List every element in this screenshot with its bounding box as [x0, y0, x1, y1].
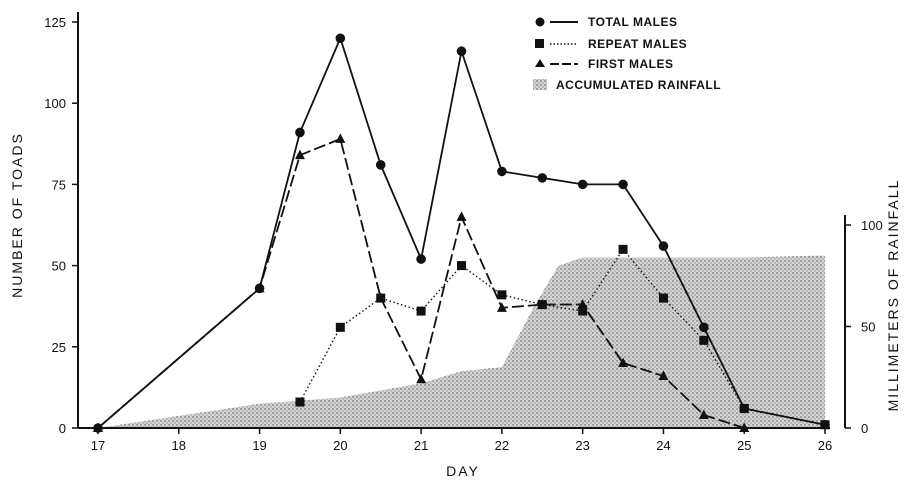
y-tick-label-25: 25	[52, 340, 66, 355]
legend-marker-total	[535, 17, 545, 27]
legend: TOTAL MALES REPEAT MALES FIRST MALES ACC…	[533, 15, 721, 92]
point-triangle-12	[698, 409, 709, 420]
y-tick-label-50: 50	[52, 259, 66, 274]
legend-marker-repeat	[535, 39, 544, 48]
point-circle-7	[497, 166, 507, 177]
y-tick-label-100: 100	[44, 96, 66, 111]
legend-label-first: FIRST MALES	[588, 57, 674, 71]
point-square-9	[658, 293, 668, 303]
point-square-5	[497, 290, 507, 300]
y2-tick-label-50: 50	[861, 320, 875, 335]
point-triangle-9	[577, 299, 588, 309]
x-tick-label-18: 18	[172, 438, 186, 453]
point-square-12	[820, 420, 830, 430]
legend-label-repeat: REPEAT MALES	[588, 37, 687, 51]
legend-swatch-rainfall	[533, 79, 547, 90]
point-triangle-2	[294, 149, 305, 160]
point-circle-6	[456, 46, 467, 57]
legend-label-rainfall: ACCUMULATED RAINFALL	[556, 78, 721, 92]
series-markers	[93, 33, 830, 433]
y2-axis-title: MILLIMETERS OF RAINFALL	[885, 179, 901, 412]
point-triangle-8	[537, 299, 548, 309]
point-circle-9	[577, 179, 588, 190]
point-square-8	[618, 244, 628, 254]
point-triangle-1	[254, 282, 265, 293]
x-tick-label-19: 19	[252, 438, 266, 453]
point-triangle-6	[456, 211, 467, 221]
point-triangle-4	[375, 292, 386, 303]
point-square-4	[457, 261, 466, 271]
y-axis-title: NUMBER OF TOADS	[9, 132, 25, 298]
point-triangle-13	[739, 422, 750, 432]
x-tick-label-23: 23	[575, 438, 589, 453]
y2-tick-label-0: 0	[861, 421, 868, 436]
x-axis-title: DAY	[446, 463, 480, 479]
x-tick-label-25: 25	[737, 438, 751, 453]
legend-marker-first	[535, 59, 545, 67]
x-tick-label-24: 24	[656, 438, 670, 453]
x-tick-label-17: 17	[91, 438, 105, 453]
point-square-3	[416, 306, 426, 316]
point-triangle-11	[658, 370, 669, 381]
point-square-10	[699, 335, 709, 345]
y2-tick-label-100: 100	[861, 218, 883, 233]
x-tick-label-26: 26	[818, 438, 832, 453]
series-line-triangle	[97, 137, 745, 429]
rainfall-area	[98, 255, 825, 428]
point-circle-12	[699, 322, 709, 333]
point-square-1	[335, 322, 345, 332]
point-circle-2	[295, 127, 305, 138]
point-circle-10	[618, 179, 628, 190]
x-tick-label-22: 22	[495, 438, 509, 453]
point-circle-8	[537, 173, 548, 183]
y-tick-label-0: 0	[59, 421, 66, 436]
point-triangle-3	[335, 133, 346, 143]
rainfall-area-shape	[98, 255, 825, 428]
axes: 17 18 19 20 21 22 23 24 25 26 0 25 50 75 100 125 0 50 100	[44, 12, 883, 453]
point-square-11	[739, 404, 749, 414]
point-circle-4	[375, 160, 386, 170]
x-tick-label-20: 20	[333, 438, 347, 453]
point-triangle-0	[93, 422, 103, 432]
x-tick-label-21: 21	[414, 438, 428, 453]
point-triangle-10	[618, 357, 629, 368]
point-circle-5	[416, 254, 426, 264]
point-triangle-5	[416, 373, 427, 384]
y-tick-label-125: 125	[44, 15, 66, 30]
point-square-7	[578, 306, 588, 316]
point-circle-11	[658, 241, 669, 251]
point-square-0	[295, 397, 305, 407]
point-circle-3	[335, 33, 346, 44]
y-tick-label-75: 75	[52, 177, 66, 192]
point-triangle-7	[496, 302, 507, 312]
legend-label-total: TOTAL MALES	[588, 15, 678, 29]
